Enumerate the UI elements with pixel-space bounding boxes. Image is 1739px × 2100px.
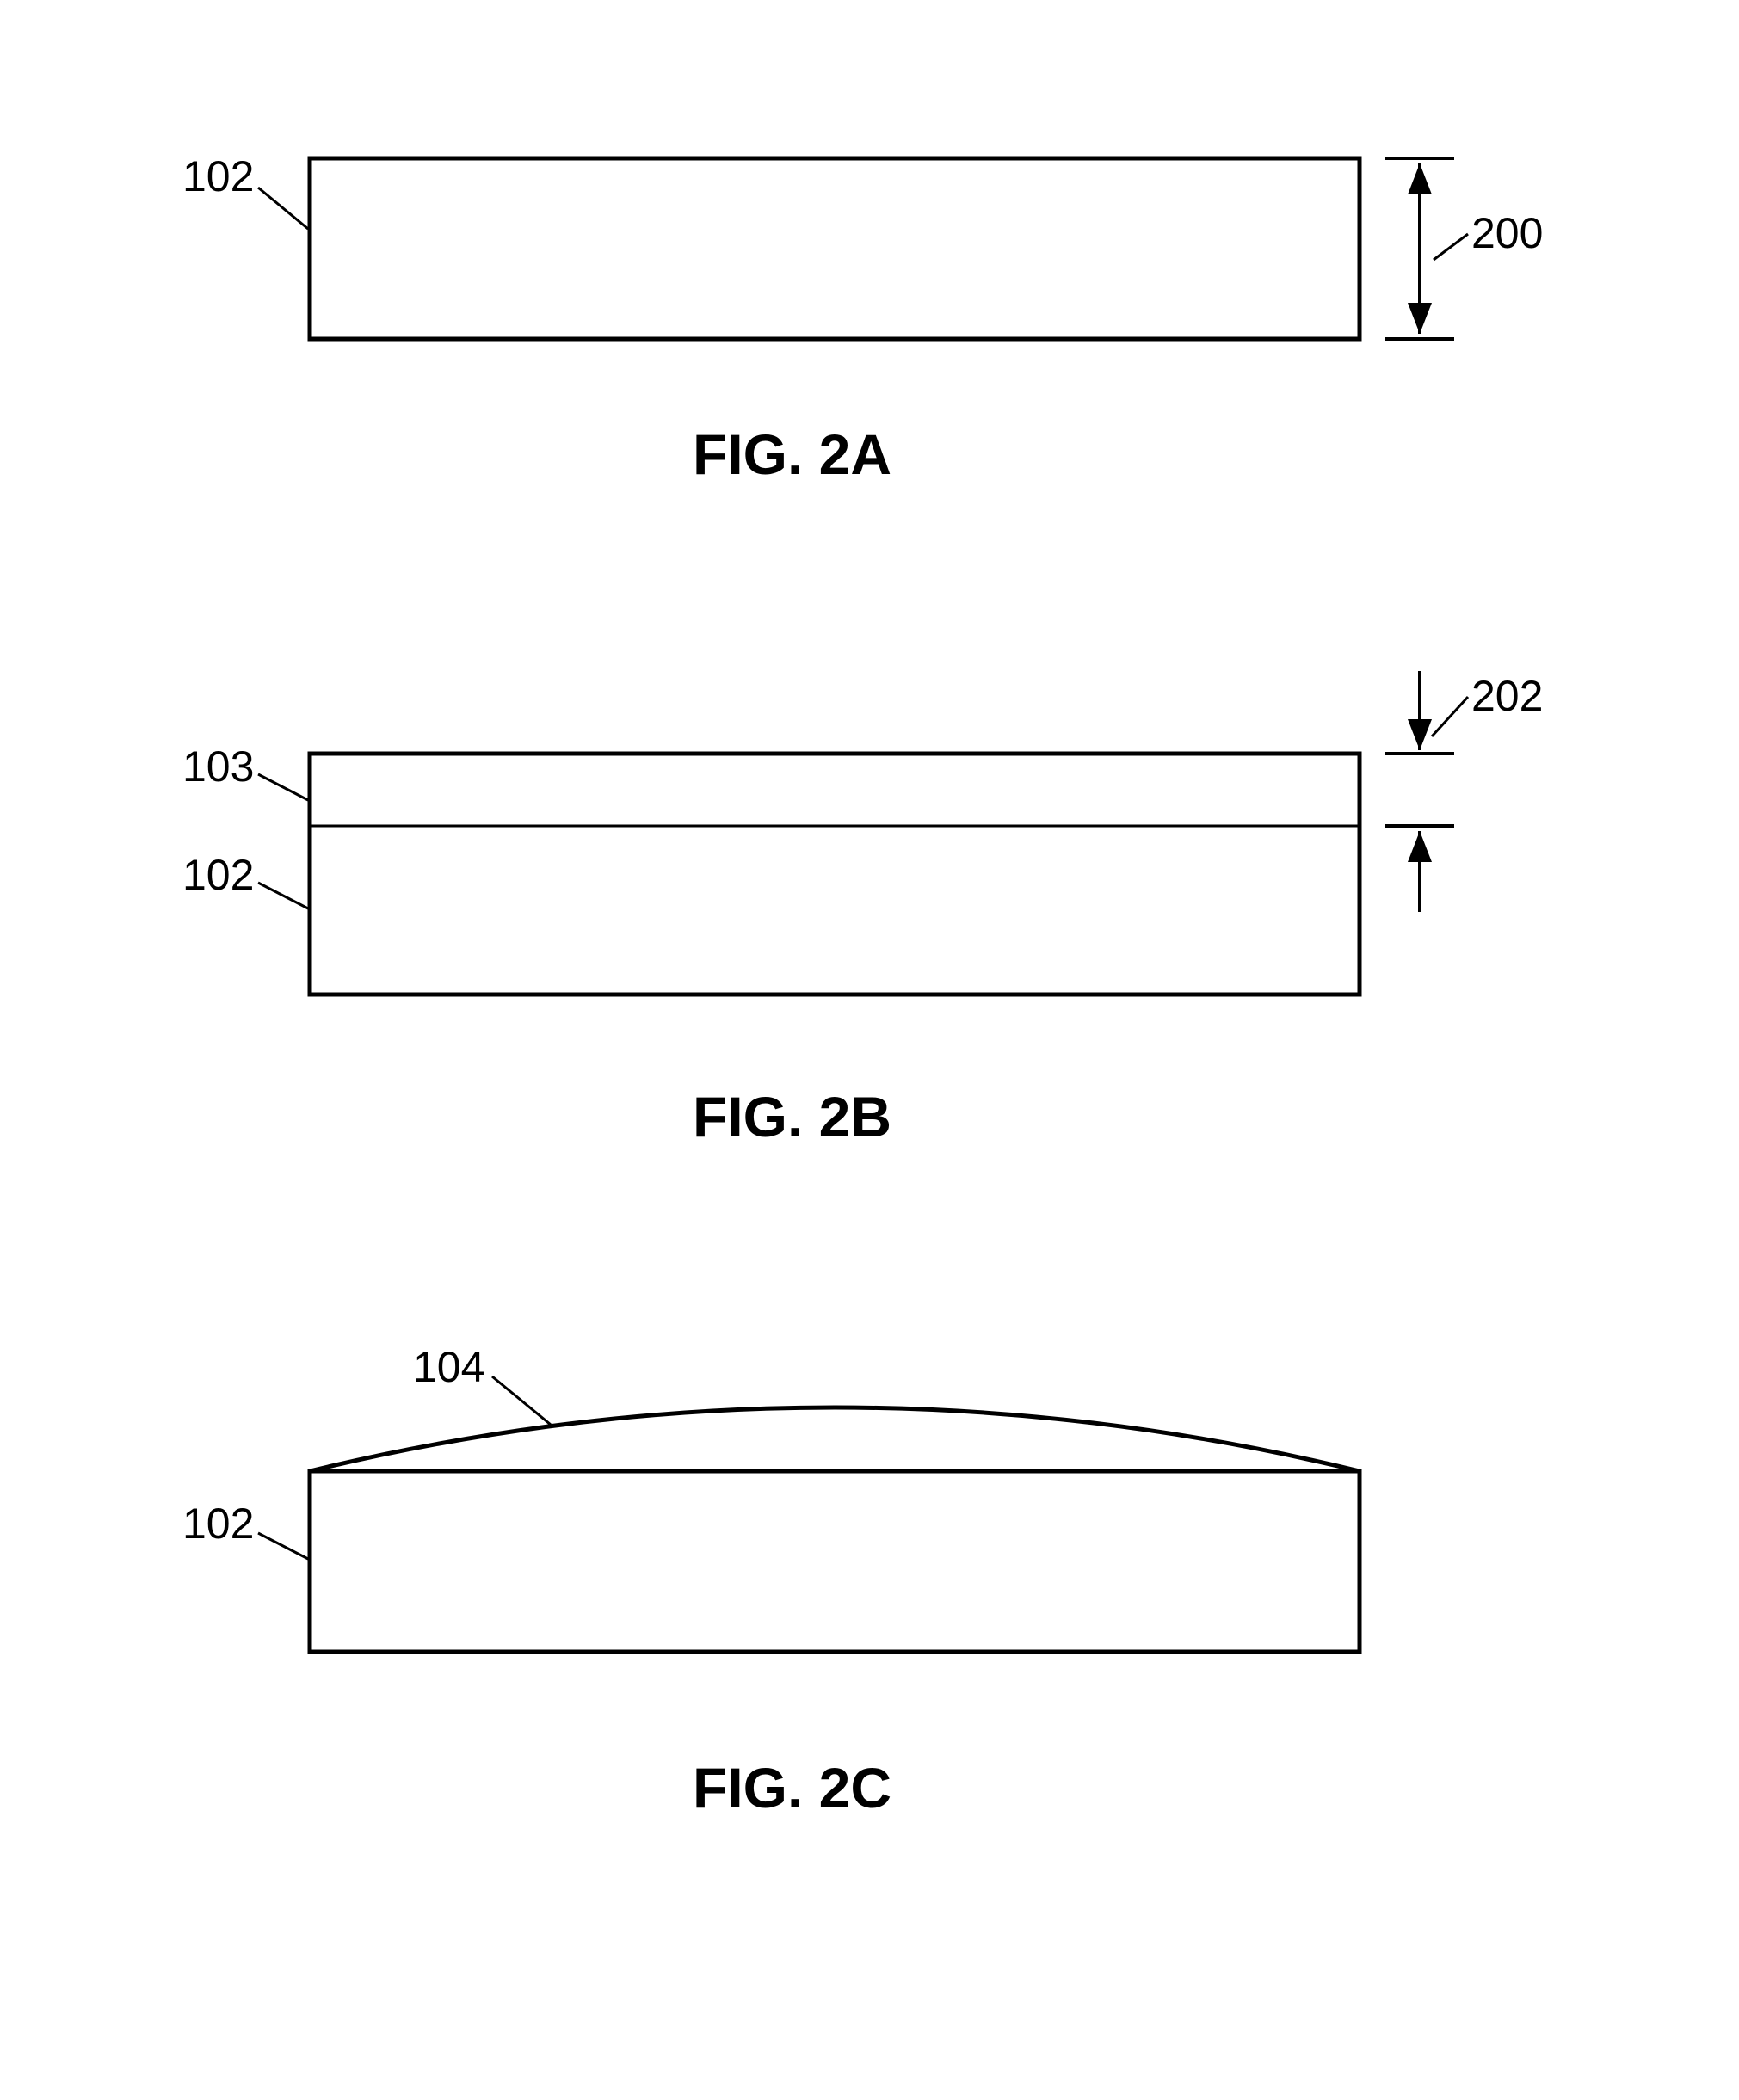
- label-103-b: 103: [182, 742, 254, 791]
- label-200: 200: [1471, 208, 1543, 258]
- fig-2b-caption: FIG. 2B: [693, 1084, 891, 1149]
- label-102-c: 102: [182, 1499, 254, 1549]
- fig-2a-caption: FIG. 2A: [693, 422, 891, 487]
- label-102-b: 102: [182, 850, 254, 900]
- label-202: 202: [1471, 671, 1543, 721]
- label-102-a: 102: [182, 151, 254, 201]
- label-104-c: 104: [413, 1342, 484, 1392]
- fig-2c-caption: FIG. 2C: [693, 1755, 891, 1820]
